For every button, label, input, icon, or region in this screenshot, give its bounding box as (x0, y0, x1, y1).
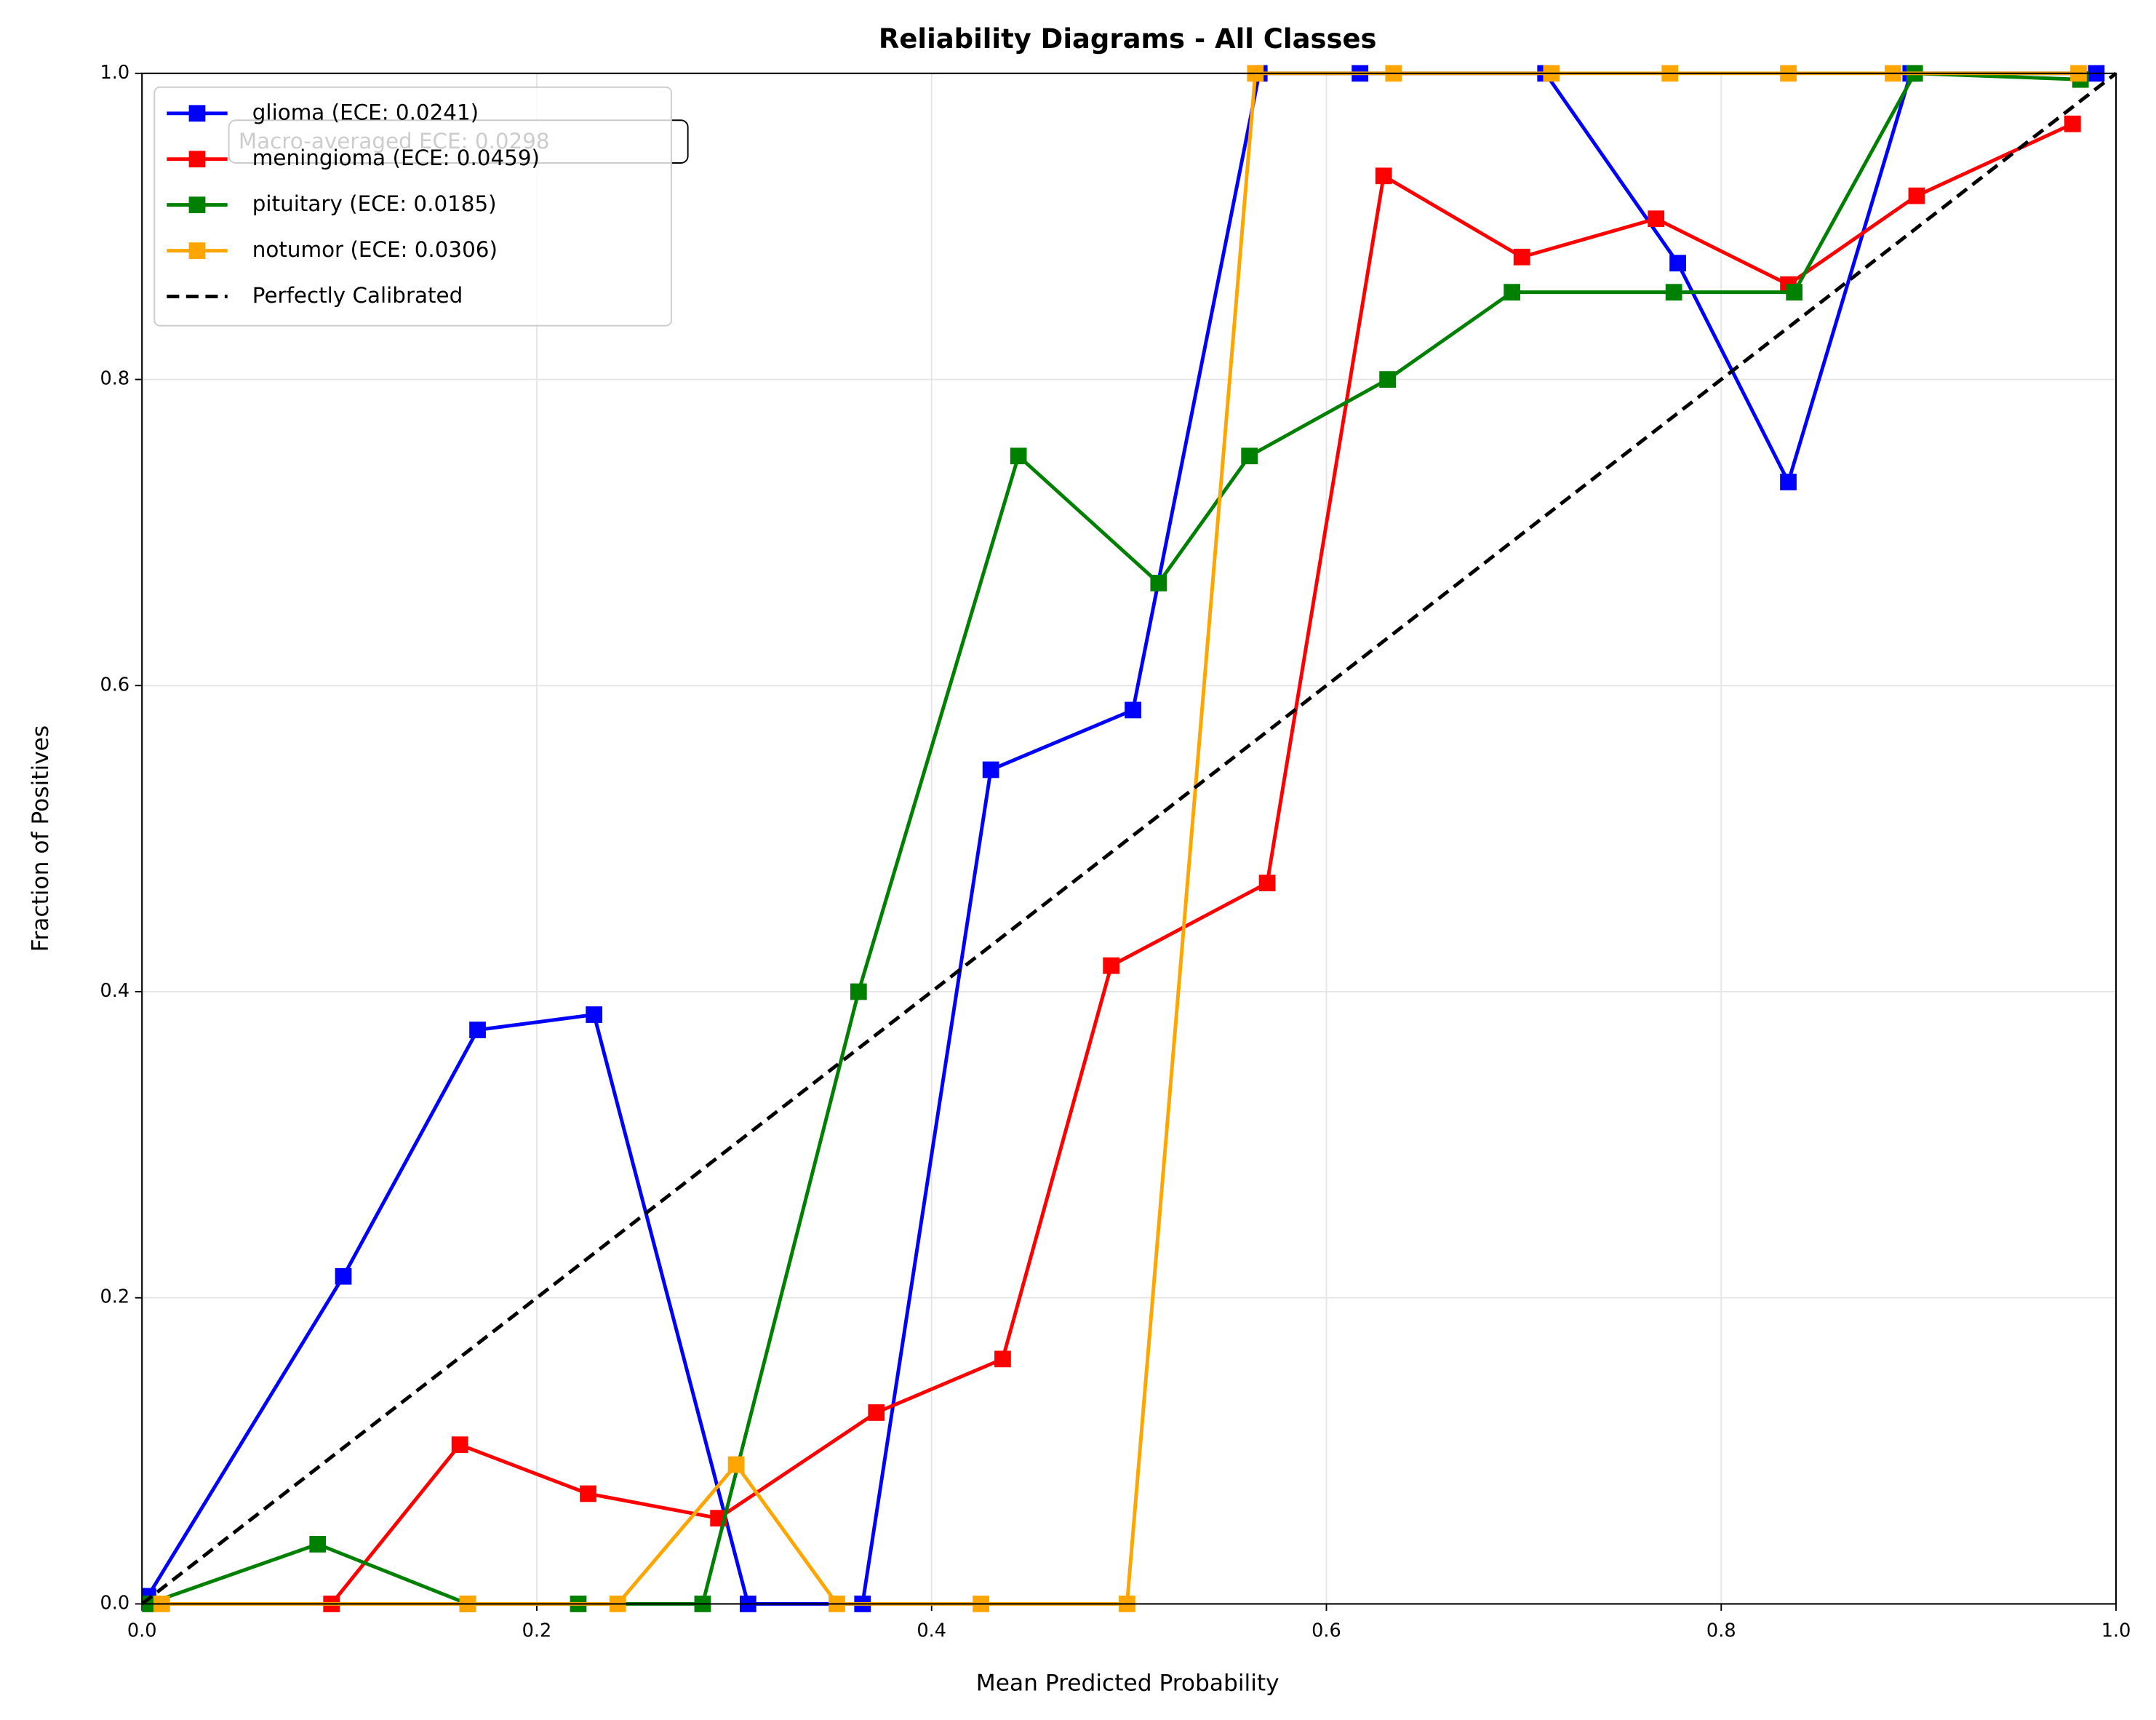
data-point (1241, 447, 1258, 465)
legend-marker (188, 151, 206, 168)
data-point (1504, 284, 1520, 301)
chart-title: Reliability Diagrams - All Classes (879, 23, 1377, 55)
data-point (1103, 957, 1120, 974)
y-axis-label: Fraction of Positives (28, 725, 54, 952)
legend-label: notumor (ECE: 0.0306) (252, 237, 498, 262)
x-tick-label: 0.4 (917, 1620, 946, 1641)
data-point (868, 1404, 885, 1421)
y-tick-label: 0.0 (100, 1592, 129, 1614)
legend-marker (188, 196, 206, 213)
x-tick-label: 1.0 (2101, 1620, 2131, 1641)
data-point (451, 1436, 468, 1454)
x-tick-label: 0.6 (1311, 1620, 1341, 1641)
data-point (994, 1350, 1011, 1368)
data-point (586, 1006, 603, 1023)
data-point (1786, 284, 1803, 301)
series-line (330, 122, 2074, 1605)
legend-marker (188, 242, 206, 259)
data-point (469, 1022, 486, 1038)
data-point (1375, 167, 1392, 185)
data-point (1669, 255, 1686, 272)
legend-label: Perfectly Calibrated (252, 283, 463, 308)
data-point (1125, 701, 1141, 719)
y-tick-label: 0.2 (100, 1286, 129, 1308)
data-point (1665, 284, 1682, 301)
y-tick-label: 0.6 (100, 674, 129, 696)
x-tick-label: 0.2 (522, 1620, 552, 1641)
legend-label: meningioma (ECE: 0.0459) (252, 146, 540, 170)
x-tick-label: 0.0 (127, 1620, 157, 1641)
data-point (1010, 447, 1027, 465)
data-point (1379, 371, 1397, 388)
data-point (1780, 474, 1797, 490)
data-point (850, 983, 867, 1000)
y-tick-label: 0.4 (100, 980, 129, 1002)
data-point (2064, 115, 2081, 132)
x-axis-label: Mean Predicted Probability (976, 1670, 1279, 1696)
data-point (727, 1456, 745, 1473)
axes-frame (141, 72, 2117, 1605)
legend-marker (188, 105, 206, 122)
data-point (1908, 187, 1925, 204)
legend-label: glioma (ECE: 0.0241) (252, 100, 479, 124)
legend-label: pituitary (ECE: 0.0185) (252, 191, 497, 216)
data-point (309, 1536, 327, 1553)
data-point (1648, 210, 1665, 228)
data-point (1513, 248, 1530, 266)
y-tick-label: 1.0 (100, 62, 129, 84)
x-tick-label: 0.8 (1706, 1620, 1736, 1641)
data-point (335, 1267, 352, 1285)
data-point (580, 1485, 596, 1502)
series-line (142, 71, 2117, 1606)
data-point (1258, 875, 1276, 892)
data-point (1150, 574, 1167, 592)
y-tick-label: 0.8 (100, 368, 129, 390)
legend-box (153, 86, 672, 327)
data-point (982, 761, 999, 779)
